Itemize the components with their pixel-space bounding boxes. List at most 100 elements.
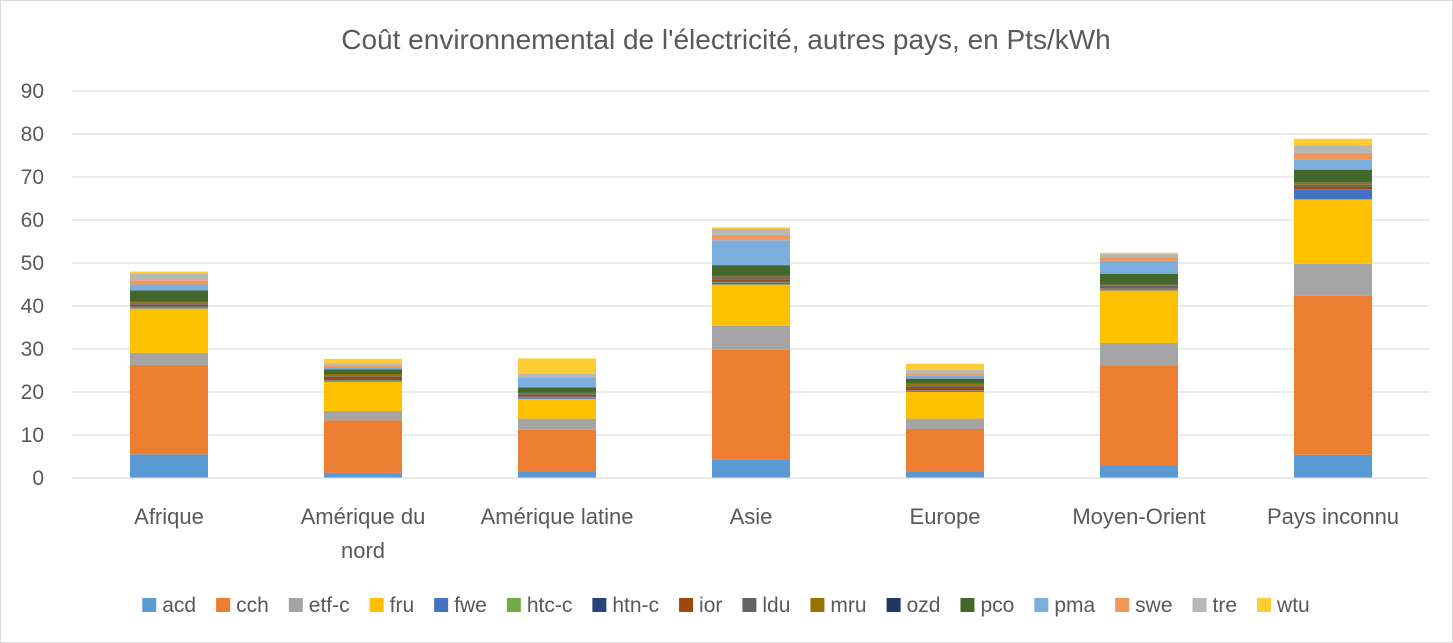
bar-segment-fru xyxy=(1100,290,1178,343)
legend-item-htn-c: htn-c xyxy=(592,594,659,617)
x-category-label: Europe xyxy=(910,504,981,529)
bar-segment-etf-c xyxy=(324,410,402,421)
y-tick-label: 20 xyxy=(21,381,44,404)
legend-swatch xyxy=(142,598,157,612)
legend-swatch xyxy=(960,598,975,612)
bar-segment-cch xyxy=(324,420,402,473)
legend-item-tre: tre xyxy=(1192,594,1237,617)
bar-segment-ior xyxy=(712,279,790,282)
legend-item-pma: pma xyxy=(1034,594,1095,617)
legend-swatch xyxy=(288,598,303,612)
bar-segment-mru xyxy=(1294,182,1372,185)
legend-swatch xyxy=(506,598,521,612)
bar-segment-mru xyxy=(712,276,790,279)
bar-segment-swe xyxy=(1294,152,1372,160)
legend-swatch xyxy=(434,598,449,612)
bar-segment-acd xyxy=(712,459,790,478)
bar-segment-tre xyxy=(324,363,402,366)
bar-segment-fwe xyxy=(1294,189,1372,200)
legend-label: htn-c xyxy=(612,594,659,617)
bar-segment-wtu xyxy=(1294,138,1372,146)
bar-segment-pma xyxy=(906,375,984,379)
legend-swatch xyxy=(1115,598,1130,612)
bar-segment-ldu xyxy=(518,394,596,396)
bar-segment-swe xyxy=(1100,257,1178,261)
y-tick-label: 40 xyxy=(21,295,44,318)
x-category-label: Afrique xyxy=(134,504,204,529)
bar-segment-acd xyxy=(906,471,984,478)
legend-item-pco: pco xyxy=(960,594,1014,617)
bar-segment-wtu xyxy=(906,363,984,371)
bar-segment-wtu xyxy=(1100,252,1178,254)
bar-segment-fru xyxy=(130,308,208,353)
gridlines xyxy=(72,90,1430,436)
y-tick-label: 30 xyxy=(21,338,44,361)
y-tick-label: 80 xyxy=(21,123,44,146)
bar-segment-ldu xyxy=(130,303,208,305)
bar-segment-tre xyxy=(906,370,984,374)
bar-segment-ior xyxy=(324,376,402,380)
bar-segment-fru xyxy=(324,381,402,411)
y-tick-label: 60 xyxy=(21,209,44,232)
bar-segment-mru xyxy=(906,383,984,386)
legend-label: ozd xyxy=(907,594,941,617)
legend-item-fru: fru xyxy=(369,594,415,617)
bar-segment-etf-c xyxy=(1294,263,1372,296)
y-tick-label: 0 xyxy=(32,467,44,490)
x-category-label: Moyen-Orient xyxy=(1072,504,1205,529)
bar-segment-fru xyxy=(712,284,790,326)
bar-segment-wtu xyxy=(324,358,402,364)
legend-label: fwe xyxy=(454,594,487,617)
bar-segment-pma xyxy=(518,377,596,388)
legend-item-ozd: ozd xyxy=(886,594,941,617)
legend-item-cch: cch xyxy=(216,594,269,617)
bar-segment-cch xyxy=(518,429,596,472)
bar-segment-tre xyxy=(1100,253,1178,258)
bar-segment-acd xyxy=(1100,465,1178,478)
bar-segment-pco xyxy=(1100,273,1178,285)
legend-label: swe xyxy=(1135,594,1172,617)
bar-segment-tre xyxy=(130,273,208,281)
bar-segment-etf-c xyxy=(130,352,208,365)
bar-segment-cch xyxy=(906,428,984,472)
x-axis-categories: Afrique Amérique du nord Amérique latine Asi… xyxy=(134,504,1399,563)
legend-item-htc-c: htc-c xyxy=(506,594,573,617)
legend: acd cch etf-c fru fwe htc-c htn-c ior ldu mru ozd p… xyxy=(142,594,1310,617)
bar-segment-tre xyxy=(712,229,790,236)
bar-segment-ldu xyxy=(324,376,402,377)
bar-segment-tre xyxy=(1294,145,1372,153)
bar-segment-cch xyxy=(712,349,790,460)
legend-swatch xyxy=(679,598,694,612)
bar-segment-pma xyxy=(1100,260,1178,274)
legend-label: htc-c xyxy=(527,594,573,617)
bar-segment-mru xyxy=(518,393,596,395)
legend-label: wtu xyxy=(1276,594,1310,617)
bar-segment-etf-c xyxy=(518,418,596,430)
bar-segment-swe xyxy=(906,373,984,376)
legend-swatch xyxy=(592,598,607,612)
bar-segment-mru xyxy=(130,302,208,304)
bars xyxy=(130,138,1372,478)
legend-swatch xyxy=(369,598,384,612)
bar-segment-mru xyxy=(1100,284,1178,286)
bar-segment-ior xyxy=(518,395,596,397)
bar-segment-pma xyxy=(324,367,402,370)
bar-segment-wtu xyxy=(130,271,208,274)
y-tick-label: 90 xyxy=(21,80,44,103)
bar-segment-swe xyxy=(324,365,402,368)
bar-segment-acd xyxy=(518,471,596,478)
legend-item-mru: mru xyxy=(810,594,867,617)
legend-label: fru xyxy=(390,594,415,617)
bar-segment-pma xyxy=(1294,159,1372,170)
bar-segment-wtu xyxy=(712,227,790,230)
bar-segment-swe xyxy=(518,376,596,378)
legend-swatch xyxy=(1257,598,1272,612)
chart-title: Coût environnemental de l'électricité, a… xyxy=(341,24,1111,55)
bar-segment-acd xyxy=(324,472,402,478)
bar-segment-pma xyxy=(712,240,790,266)
legend-label: acd xyxy=(162,594,196,617)
bar-segment-fwe xyxy=(518,397,596,399)
bar-segment-cch xyxy=(130,364,208,455)
legend-label: etf-c xyxy=(309,594,350,617)
